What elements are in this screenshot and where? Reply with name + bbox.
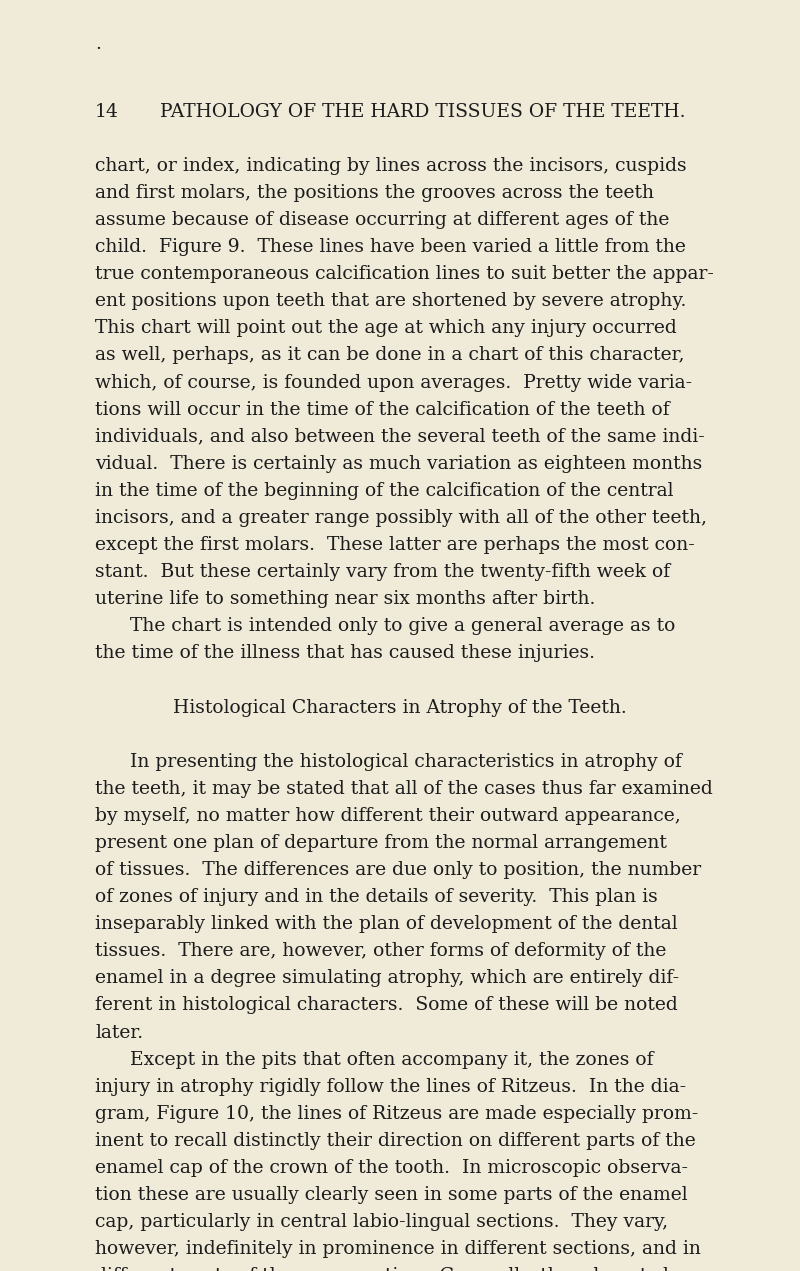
Text: This chart will point out the age at which any injury occurred: This chart will point out the age at whi… bbox=[95, 319, 677, 337]
Text: The chart is intended only to give a general average as to: The chart is intended only to give a gen… bbox=[130, 618, 675, 636]
Text: true contemporaneous calcification lines to suit better the appar-: true contemporaneous calcification lines… bbox=[95, 266, 714, 283]
Text: which, of course, is founded upon averages.  Pretty wide varia-: which, of course, is founded upon averag… bbox=[95, 374, 692, 391]
Text: stant.  But these certainly vary from the twenty-fifth week of: stant. But these certainly vary from the… bbox=[95, 563, 670, 581]
Text: tissues.  There are, however, other forms of deformity of the: tissues. There are, however, other forms… bbox=[95, 942, 666, 961]
Text: inseparably linked with the plan of development of the dental: inseparably linked with the plan of deve… bbox=[95, 915, 678, 933]
Text: chart, or index, indicating by lines across the incisors, cuspids: chart, or index, indicating by lines acr… bbox=[95, 156, 686, 175]
Text: the teeth, it may be stated that all of the cases thus far examined: the teeth, it may be stated that all of … bbox=[95, 780, 713, 798]
Text: later.: later. bbox=[95, 1023, 143, 1041]
Text: Except in the pits that often accompany it, the zones of: Except in the pits that often accompany … bbox=[130, 1051, 654, 1069]
Text: child.  Figure 9.  These lines have been varied a little from the: child. Figure 9. These lines have been v… bbox=[95, 238, 686, 257]
Text: gram, Figure 10, the lines of Ritzeus are made especially prom-: gram, Figure 10, the lines of Ritzeus ar… bbox=[95, 1104, 698, 1122]
Text: however, indefinitely in prominence in different sections, and in: however, indefinitely in prominence in d… bbox=[95, 1240, 701, 1258]
Text: enamel cap of the crown of the tooth.  In microscopic observa-: enamel cap of the crown of the tooth. In… bbox=[95, 1159, 688, 1177]
Text: individuals, and also between the several teeth of the same indi-: individuals, and also between the severa… bbox=[95, 428, 705, 446]
Text: Histological Characters in Atrophy of the Teeth.: Histological Characters in Atrophy of th… bbox=[173, 699, 627, 717]
Text: tion these are usually clearly seen in some parts of the enamel: tion these are usually clearly seen in s… bbox=[95, 1186, 688, 1204]
Text: inent to recall distinctly their direction on different parts of the: inent to recall distinctly their directi… bbox=[95, 1132, 696, 1150]
Text: of tissues.  The differences are due only to position, the number: of tissues. The differences are due only… bbox=[95, 860, 701, 880]
Text: of zones of injury and in the details of severity.  This plan is: of zones of injury and in the details of… bbox=[95, 888, 658, 906]
Text: 14: 14 bbox=[95, 103, 119, 121]
Text: different parts of the same section.  Generally, they do not show: different parts of the same section. Gen… bbox=[95, 1267, 702, 1271]
Text: injury in atrophy rigidly follow the lines of Ritzeus.  In the dia-: injury in atrophy rigidly follow the lin… bbox=[95, 1078, 686, 1096]
Text: vidual.  There is certainly as much variation as eighteen months: vidual. There is certainly as much varia… bbox=[95, 455, 702, 473]
Text: present one plan of departure from the normal arrangement: present one plan of departure from the n… bbox=[95, 834, 667, 852]
Text: assume because of disease occurring at different ages of the: assume because of disease occurring at d… bbox=[95, 211, 670, 229]
Text: the time of the illness that has caused these injuries.: the time of the illness that has caused … bbox=[95, 644, 595, 662]
Text: cap, particularly in central labio-lingual sections.  They vary,: cap, particularly in central labio-lingu… bbox=[95, 1213, 668, 1232]
Text: In presenting the histological characteristics in atrophy of: In presenting the histological character… bbox=[130, 752, 682, 770]
Text: by myself, no matter how different their outward appearance,: by myself, no matter how different their… bbox=[95, 807, 681, 825]
Text: except the first molars.  These latter are perhaps the most con-: except the first molars. These latter ar… bbox=[95, 536, 694, 554]
Text: and first molars, the positions the grooves across the teeth: and first molars, the positions the groo… bbox=[95, 184, 654, 202]
Text: PATHOLOGY OF THE HARD TISSUES OF THE TEETH.: PATHOLOGY OF THE HARD TISSUES OF THE TEE… bbox=[160, 103, 686, 121]
Text: ent positions upon teeth that are shortened by severe atrophy.: ent positions upon teeth that are shorte… bbox=[95, 292, 686, 310]
Text: .: . bbox=[95, 36, 101, 53]
Text: as well, perhaps, as it can be done in a chart of this character,: as well, perhaps, as it can be done in a… bbox=[95, 347, 685, 365]
Text: ferent in histological characters.  Some of these will be noted: ferent in histological characters. Some … bbox=[95, 996, 678, 1014]
Text: tions will occur in the time of the calcification of the teeth of: tions will occur in the time of the calc… bbox=[95, 400, 670, 418]
Text: incisors, and a greater range possibly with all of the other teeth,: incisors, and a greater range possibly w… bbox=[95, 508, 707, 527]
Text: in the time of the beginning of the calcification of the central: in the time of the beginning of the calc… bbox=[95, 482, 674, 500]
Text: enamel in a degree simulating atrophy, which are entirely dif-: enamel in a degree simulating atrophy, w… bbox=[95, 970, 679, 988]
Text: uterine life to something near six months after birth.: uterine life to something near six month… bbox=[95, 590, 595, 609]
